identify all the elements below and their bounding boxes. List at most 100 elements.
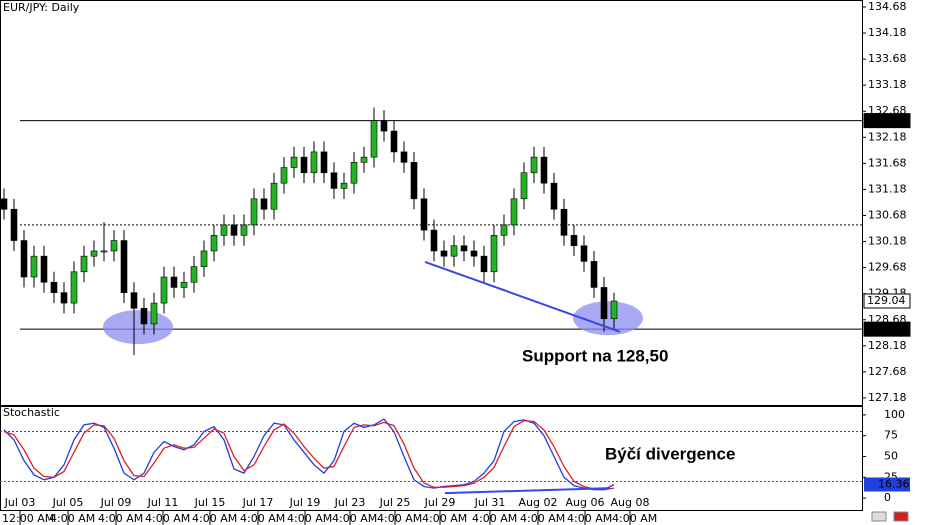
candle-body — [470, 250, 478, 257]
y-tick-label: 133.18 — [868, 78, 907, 91]
candle-body — [150, 302, 158, 325]
y-tick-label: 127.18 — [868, 391, 907, 404]
stochastic-panel — [0, 406, 863, 511]
candle-body — [560, 208, 568, 236]
stochastic-line — [3, 420, 615, 491]
candle-body — [90, 250, 98, 257]
highlight — [103, 310, 173, 345]
x-tick-time: 4:00 AM — [520, 512, 565, 525]
stochastic-line — [3, 418, 615, 491]
x-tick-bg — [376, 496, 414, 508]
candle-body — [550, 182, 558, 210]
scroll-icon[interactable] — [871, 511, 887, 522]
divergence-annotation: Býčí divergence — [605, 444, 735, 463]
x-tick-bg — [97, 496, 135, 508]
x-tick-label: Jul 05 — [52, 496, 84, 509]
x-tick-time: 4:00 AM — [567, 512, 612, 525]
candle-body — [380, 120, 388, 132]
level-label: 128.50 — [867, 322, 906, 335]
x-tick-time: 4:00 AM — [422, 512, 467, 525]
candle-body — [130, 292, 138, 309]
candle-body — [180, 281, 188, 288]
x-tick-label: Jul 09 — [100, 496, 132, 509]
last-value-label: 16.36 — [878, 477, 910, 490]
candle-body — [510, 198, 518, 226]
x-tick-label: Aug 08 — [611, 496, 650, 509]
candle-body — [60, 292, 68, 304]
candle-body — [290, 156, 298, 168]
y-tick-label: 0 — [884, 491, 891, 504]
x-tick-bg — [49, 496, 87, 508]
price-panel — [0, 0, 863, 406]
y-tick-label: 132.18 — [868, 130, 907, 143]
candle-body — [170, 276, 178, 288]
candle-body — [530, 156, 538, 174]
candle-body — [250, 198, 258, 226]
candle-body — [460, 245, 468, 252]
y-tick-label: 131.18 — [868, 182, 907, 195]
x-tick-bg — [286, 496, 324, 508]
candle-body — [500, 224, 508, 236]
x-tick-label: Jul 15 — [194, 496, 226, 509]
x-tick-bg — [566, 496, 604, 508]
candle-body — [570, 235, 578, 247]
candle-body — [480, 255, 488, 273]
level-label: 132.50 — [867, 114, 906, 127]
last-price-label-box — [863, 293, 911, 309]
y-tick-label: 50 — [884, 450, 898, 463]
candle-body — [350, 162, 358, 184]
candle-body — [210, 235, 218, 252]
y-tick-label: 130.68 — [868, 209, 907, 222]
candle-body — [540, 156, 548, 184]
x-tick-bg — [239, 496, 277, 508]
chart-title: EUR/JPY: Daily — [3, 1, 80, 14]
x-tick-bg — [191, 496, 229, 508]
x-tick-bg — [471, 496, 509, 508]
y-tick-label: 129.68 — [868, 261, 907, 274]
x-tick-label: Jul 31 — [474, 496, 506, 509]
candle-body — [320, 151, 328, 174]
last-price-label: 129.04 — [867, 294, 906, 307]
stochastic-title: Stochastic — [3, 406, 60, 419]
candle-body — [140, 307, 148, 325]
x-tick-label: Jul 17 — [242, 496, 274, 509]
x-tick-label: Jul 03 — [4, 496, 36, 509]
candle-body — [240, 224, 248, 236]
candle-body — [300, 156, 308, 174]
candle-body — [360, 156, 368, 163]
y-tick-label: 130.18 — [868, 235, 907, 248]
x-tick-time: 4:00 AM — [240, 512, 285, 525]
x-tick-bg — [611, 496, 649, 508]
candle-body — [430, 229, 438, 252]
candle-body — [190, 266, 198, 283]
candle-body — [370, 120, 378, 158]
shift-icon[interactable] — [893, 511, 909, 522]
candle-body — [10, 208, 18, 241]
title-bg — [1, 1, 89, 15]
candle-body — [40, 255, 48, 283]
candle-body — [30, 255, 38, 278]
candle-body — [160, 276, 168, 304]
candle-body — [600, 287, 608, 320]
candle-body — [410, 162, 418, 200]
x-tick-time: 4:00 AM — [472, 512, 517, 525]
x-tick-time: 4:00 AM — [50, 512, 95, 525]
candle-body — [420, 198, 428, 231]
candle-body — [200, 250, 208, 267]
candle-body — [450, 245, 458, 257]
x-tick-time: 4:00 AM — [332, 512, 377, 525]
y-tick-label: 133.68 — [868, 52, 907, 65]
x-tick-label: Jul 23 — [334, 496, 366, 509]
y-tick-label: 131.68 — [868, 156, 907, 169]
y-tick-label: 134.68 — [868, 0, 907, 13]
x-tick-label: Jul 19 — [289, 496, 321, 509]
x-tick-label: Aug 06 — [566, 496, 605, 509]
level-label-box — [863, 113, 911, 129]
x-tick-bg — [331, 496, 369, 508]
candle-body — [80, 255, 88, 273]
x-tick-time: 4:00 AM — [98, 512, 143, 525]
x-tick-time: 4:00 AM — [192, 512, 237, 525]
candle-body — [20, 240, 28, 278]
y-tick-label: 128.18 — [868, 339, 907, 352]
